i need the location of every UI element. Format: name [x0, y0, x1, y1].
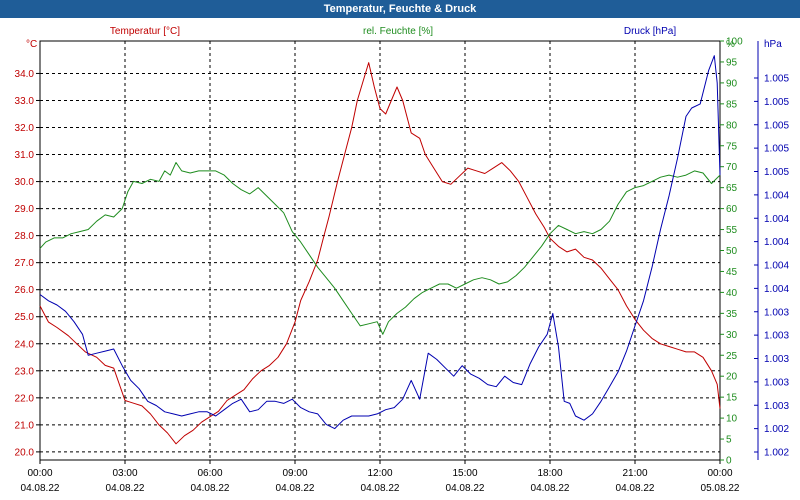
humidity-tick-label: 10 [726, 414, 738, 425]
humidity-tick-label: 85 [726, 99, 738, 110]
humidity-tick-label: 50 [726, 246, 738, 257]
temperature-axis-unit: °C [26, 39, 37, 50]
pressure-line [39, 55, 721, 430]
pressure-tick-label: 1.004 [764, 261, 789, 272]
x-tick-date-label: 04.08.22 [531, 483, 570, 494]
x-tick-date-label: 05.08.22 [701, 483, 740, 494]
x-tick-date-label: 04.08.22 [446, 483, 485, 494]
temperature-tick-label: 28.0 [15, 231, 35, 242]
series-legend-label: Temperatur [°C] [110, 26, 180, 37]
temperature-tick-label: 27.0 [15, 258, 35, 269]
temperature-tick-label: 26.0 [15, 285, 35, 296]
temperature-tick-label: 33.0 [15, 96, 35, 107]
humidity-tick-label: 0 [726, 456, 732, 467]
humidity-tick-label: 25 [726, 351, 738, 362]
pressure-tick-label: 1.005 [764, 74, 789, 85]
humidity-tick-label: 70 [726, 162, 738, 173]
pressure-tick-label: 1.003 [764, 331, 789, 342]
pressure-tick-label: 1.005 [764, 167, 789, 178]
x-tick-time-label: 12:00 [367, 468, 392, 479]
pressure-tick-label: 1.005 [764, 120, 789, 131]
humidity-tick-label: 100 [726, 37, 743, 48]
humidity-tick-label: 60 [726, 204, 738, 215]
x-tick-time-label: 03:00 [112, 468, 137, 479]
pressure-tick-label: 1.003 [764, 354, 789, 365]
temperature-tick-label: 31.0 [15, 150, 35, 161]
axes: 00:00 04.08.22 03:00 04.08.22 06:00 04.08.22 0… [15, 26, 790, 494]
pressure-tick-label: 1.002 [764, 448, 789, 459]
x-tick-time-label: 00:00 [27, 468, 52, 479]
temperature-tick-label: 22.0 [15, 393, 35, 404]
pressure-tick-label: 1.004 [764, 214, 789, 225]
humidity-tick-label: 20 [726, 372, 738, 383]
x-tick-time-label: 15:00 [452, 468, 477, 479]
x-tick-date-label: 04.08.22 [191, 483, 230, 494]
temperature-tick-label: 20.0 [15, 447, 35, 458]
x-tick-date-label: 04.08.22 [276, 483, 315, 494]
x-tick-time-label: 21:00 [622, 468, 647, 479]
temperature-tick-label: 24.0 [15, 339, 35, 350]
humidity-tick-label: 65 [726, 183, 738, 194]
x-tick-time-label: 06:00 [197, 468, 222, 479]
temperature-tick-label: 30.0 [15, 177, 35, 188]
pressure-tick-label: 1.004 [764, 284, 789, 295]
chart-title: Temperatur, Feuchte & Druck [323, 3, 477, 15]
humidity-line [39, 162, 721, 335]
temperature-line [39, 62, 721, 445]
x-tick-date-label: 04.08.22 [21, 483, 60, 494]
x-tick-time-label: 00:00 [707, 468, 732, 479]
pressure-tick-label: 1.003 [764, 401, 789, 412]
temperature-tick-label: 34.0 [15, 69, 35, 80]
humidity-tick-label: 35 [726, 309, 738, 320]
series-legend-label: rel. Feuchte [%] [363, 26, 433, 37]
series-legend-label: Druck [hPa] [624, 26, 676, 37]
pressure-tick-label: 1.005 [764, 144, 789, 155]
x-tick-date-label: 04.08.22 [616, 483, 655, 494]
humidity-tick-label: 5 [726, 435, 732, 446]
humidity-tick-label: 95 [726, 57, 738, 68]
pressure-tick-label: 1.003 [764, 377, 789, 388]
humidity-tick-label: 55 [726, 225, 738, 236]
humidity-tick-label: 80 [726, 120, 738, 131]
pressure-tick-label: 1.005 [764, 97, 789, 108]
temperature-tick-label: 21.0 [15, 420, 35, 431]
pressure-tick-label: 1.002 [764, 424, 789, 435]
pressure-tick-label: 1.003 [764, 307, 789, 318]
x-tick-time-label: 18:00 [537, 468, 562, 479]
humidity-tick-label: 40 [726, 288, 738, 299]
pressure-tick-label: 1.004 [764, 237, 789, 248]
grid [39, 40, 721, 461]
temperature-tick-label: 29.0 [15, 204, 35, 215]
x-tick-date-label: 04.08.22 [361, 483, 400, 494]
temperature-tick-label: 23.0 [15, 366, 35, 377]
humidity-tick-label: 90 [726, 78, 738, 89]
pressure-axis-unit: hPa [764, 39, 782, 50]
humidity-tick-label: 15 [726, 393, 738, 404]
temperature-tick-label: 25.0 [15, 312, 35, 323]
pressure-tick-label: 1.004 [764, 190, 789, 201]
chart-title-bar: Temperatur, Feuchte & Druck [0, 0, 800, 18]
humidity-tick-label: 75 [726, 141, 738, 152]
x-tick-date-label: 04.08.22 [106, 483, 145, 494]
humidity-axis-unit: % [726, 39, 735, 50]
temperature-tick-label: 32.0 [15, 123, 35, 134]
x-tick-time-label: 09:00 [282, 468, 307, 479]
humidity-tick-label: 30 [726, 330, 738, 341]
humidity-tick-label: 45 [726, 267, 738, 278]
series-lines [39, 55, 721, 445]
